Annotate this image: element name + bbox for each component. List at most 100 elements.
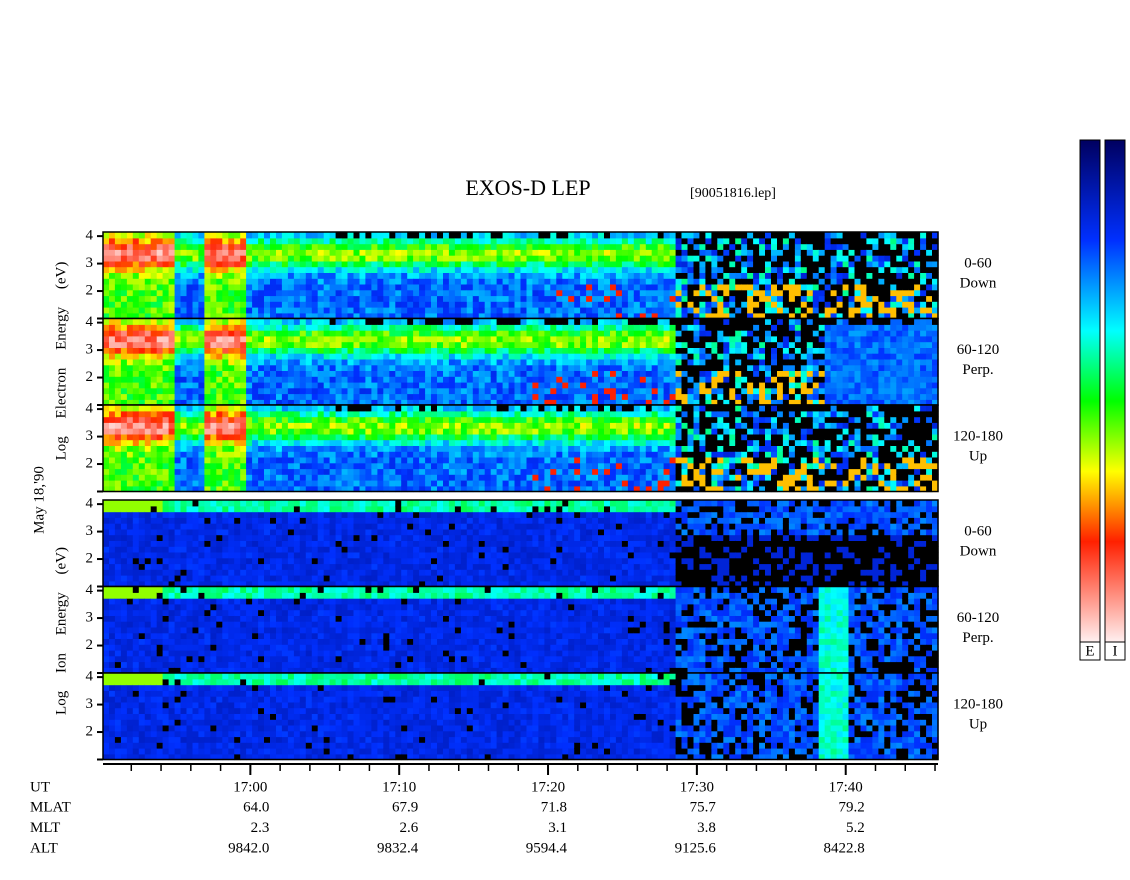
spectrogram-cell [121,417,128,423]
spectrogram-cell [258,244,265,250]
spectrogram-cell [622,267,629,273]
spectrogram-cell [157,342,164,348]
spectrogram-cell [550,330,557,336]
y-tick-label: 2 [86,282,94,298]
spectrogram-cell [282,359,289,365]
spectrogram-cell [544,272,551,278]
spectrogram-cell [837,330,844,336]
spectrogram-cell [151,359,158,365]
spectrogram-cell [169,382,176,388]
spectrogram-cell [234,290,241,296]
spectrogram-cell [866,370,873,376]
spectrogram-cell [837,284,844,290]
spectrogram-cell [151,353,158,359]
spectrogram-cell [449,330,456,336]
spectrogram-cell [783,244,790,250]
spectrogram-cell [234,417,241,423]
spectrogram-cell [735,272,742,278]
spectrogram-cell [568,301,575,307]
spectrogram-cell [360,411,367,417]
spectrogram-cell [503,330,510,336]
spectrogram-cell [878,238,885,244]
spectrogram-cell [371,267,378,273]
spectrogram-cell [622,388,629,394]
spectrogram-cell [306,244,313,250]
spectrogram-cell [163,244,170,250]
spectrogram-cell [187,394,194,400]
spectrogram-cell [753,370,760,376]
spectrogram-cell [204,278,211,284]
spectrogram-cell [634,324,641,330]
spectrogram-cell [300,376,307,382]
spectrogram-cell [145,422,152,428]
spectrogram-cell [807,307,814,313]
spectrogram-cell [222,330,229,336]
spectrogram-cell [437,261,444,267]
spectrogram-cell [127,284,134,290]
spectrogram-cell [676,238,683,244]
spectrogram-cell [258,428,265,434]
spectrogram-cell [926,324,933,330]
spectrogram-cell [348,267,355,273]
spectrogram-cell [157,290,164,296]
spectrogram-cell [920,319,927,325]
spectrogram-cell [694,388,701,394]
spectrogram-cell [139,267,146,273]
spectrogram-cell [902,290,909,296]
spectrogram-cell [204,232,211,238]
spectrogram-cell [699,301,706,307]
spectrogram-cell [318,290,325,296]
spectrogram-cell [890,267,897,273]
spectrogram-cell [377,324,384,330]
spectrogram-cell [288,370,295,376]
spectrogram-cell [777,319,784,325]
spectrogram-cell [395,451,402,457]
spectrogram-cell [348,445,355,451]
spectrogram-cell [789,359,796,365]
spectrogram-cell [509,278,516,284]
spectrogram-cell [431,267,438,273]
spectrogram-cell [914,267,921,273]
spectrogram-cell [586,330,593,336]
spectrogram-cell [169,295,176,301]
spectrogram-cell [270,307,277,313]
spectrogram-cell [175,307,182,313]
spectrogram-cell [318,232,325,238]
spectrogram-cell [228,457,235,463]
spectrogram-cell [747,330,754,336]
spectrogram-cell [121,330,128,336]
spectrogram-cell [419,261,426,267]
spectrogram-cell [807,284,814,290]
spectrogram-cell [294,463,301,469]
spectrogram-cell [312,480,319,486]
spectrogram-cell [121,440,128,446]
spectrogram-cell [413,249,420,255]
spectrogram-cell [282,480,289,486]
spectrogram-cell [670,232,677,238]
spectrogram-cell [330,342,337,348]
spectrogram-cell [556,267,563,273]
spectrogram-cell [771,319,778,325]
spectrogram-cell [646,319,653,325]
spectrogram-cell [646,284,653,290]
spectrogram-cell [538,232,545,238]
spectrogram-cell [872,336,879,342]
spectrogram-cell [103,272,110,278]
spectrogram-cell [360,307,367,313]
spectrogram-cell [795,353,802,359]
spectrogram-cell [622,232,629,238]
spectrogram-cell [807,376,814,382]
spectrogram-cell [759,244,766,250]
spectrogram-cell [246,359,253,365]
spectrogram-cell [586,336,593,342]
spectrogram-cell [198,411,205,417]
spectrogram-cell [389,319,396,325]
spectrogram-cell [270,342,277,348]
spectrogram-cell [294,370,301,376]
spectrogram-cell [473,359,480,365]
spectrogram-cell [240,376,247,382]
spectrogram-cell [371,405,378,411]
spectrogram-cell [890,330,897,336]
spectrogram-cell [258,405,265,411]
spectrogram-cell [461,232,468,238]
